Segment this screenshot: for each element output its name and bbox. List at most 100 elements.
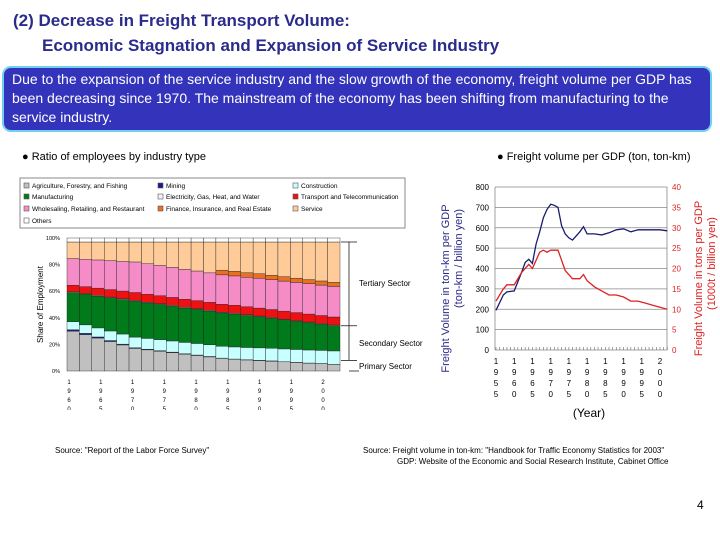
primary-sector-label: Primary Sector [359,362,412,371]
y-tick-label: 80% [49,263,60,269]
x-tick-digit: 0 [321,407,325,410]
bar-segment [327,316,341,326]
bar-segment [327,286,341,318]
x-tick-digit: 6 [67,398,71,404]
bar-segment [104,297,117,332]
legend-label: Finance, Insurance, and Real Estate [166,206,272,213]
bar-segment [203,241,217,274]
x-tick-digit: 1 [585,357,590,366]
bar-segment [228,359,241,372]
bar-segment [240,237,254,243]
x-tick-digit: 0 [548,390,553,399]
bar-segment [302,322,316,351]
legend-swatch [157,193,164,200]
x-tick-digit: 9 [258,398,262,404]
bar-segment [166,352,179,372]
bar-segment [290,362,303,372]
tons-line [495,249,668,310]
bar-segment [314,241,328,282]
x-tick-digit: 9 [640,368,645,377]
x-tick-digit: 1 [290,380,294,386]
legend-label: Electricity, Gas, Heat, and Water [166,194,260,201]
x-tick-digit: 1 [99,380,103,386]
bar-segment [228,346,241,360]
legend-swatch [23,193,30,200]
bar-segment [166,241,179,268]
bar-segment [79,286,93,294]
y-tick-label: 700 [476,203,490,212]
bar-segment [104,241,117,261]
bar-segment [116,299,130,335]
y-tick-label: 600 [476,224,490,233]
bar-segment [277,241,291,277]
y-tick-label: 800 [476,183,490,192]
x-tick-digit: 1 [640,357,645,366]
legend-label: Transport and Telecommunication [301,194,399,201]
bar-segment [277,310,291,320]
x-tick-digit: 1 [163,380,167,386]
y-tick-label: 0% [52,369,60,375]
legend-label: Service [301,206,323,213]
employment-share-chart: Agriculture, Forestry, and Fishing Mining… [19,177,423,410]
x-tick-digit: 9 [567,368,572,377]
bar-segment [141,294,155,303]
bar-segment [277,319,291,350]
x-tick-digit: 6 [512,379,517,388]
bar-segment [327,241,341,283]
bar-segment [178,241,192,270]
bar-segment [141,263,155,295]
y2-tick-label: 5 [672,326,677,335]
bar-segment [314,350,328,364]
y-tick-label: 60% [49,289,60,295]
bar-segment [215,304,229,313]
y-tick-label: 40% [49,316,60,322]
bar-segment [302,237,316,243]
y-tick-label: 100% [46,236,60,242]
bar-segment [277,276,291,282]
bar-segment [79,237,93,243]
bar-segment [116,261,130,292]
bar-segment [228,313,241,348]
legend-label: Wholesaling, Retailing, and Restaurant [32,206,145,213]
bar-segment [240,347,254,360]
slide-title-line1: (2) Decrease in Freight Transport Volume… [13,11,350,30]
bar-segment [240,241,254,273]
legend-swatch [23,182,30,189]
bar-segment [240,277,254,307]
x-tick-digit: 5 [494,379,499,388]
y2-tick-label: 0 [672,346,677,355]
bar-segment [314,284,328,316]
x-tick-digit: 1 [567,357,572,366]
y-tick-label: 300 [476,285,490,294]
x-tick-digit: 0 [658,390,663,399]
bar-segment [290,349,303,363]
right-source-line2: GDP: Website of the Economic and Social … [397,457,669,466]
bar-segment [314,315,328,324]
right-bullet-text: Freight volume per GDP (ton, ton-km) [506,151,691,163]
right-chart-heading: ● Freight volume per GDP (ton, ton-km) [497,151,691,163]
bar-segment [302,283,316,315]
legend-label: Agriculture, Forestry, and Fishing [32,183,128,190]
x-tick-digit: 9 [621,379,626,388]
bar-segment [166,237,179,243]
x-tick-digit: 1 [258,380,262,386]
x-tick-digit: 7 [131,398,135,404]
x-tick-digit: 9 [226,389,230,395]
bar-segment [240,315,254,348]
x-tick-digit: 0 [512,390,517,399]
x-tick-digit: 0 [658,379,663,388]
bar-segment [178,269,192,300]
bar-segment [302,349,316,364]
bar-segment [166,267,179,298]
bar-segment [66,321,80,330]
x-tick-digit: 8 [603,379,608,388]
bar-segment [178,299,192,308]
bar-segment [91,237,105,243]
x-tick-digit: 1 [494,357,499,366]
bar-segment [290,321,303,350]
left-bullet-text: Ratio of employees by industry type [31,151,206,163]
bar-segment [79,241,93,260]
y2-tick-label: 35 [672,203,681,212]
bar-segment [265,348,279,362]
bar-segment [153,241,167,266]
